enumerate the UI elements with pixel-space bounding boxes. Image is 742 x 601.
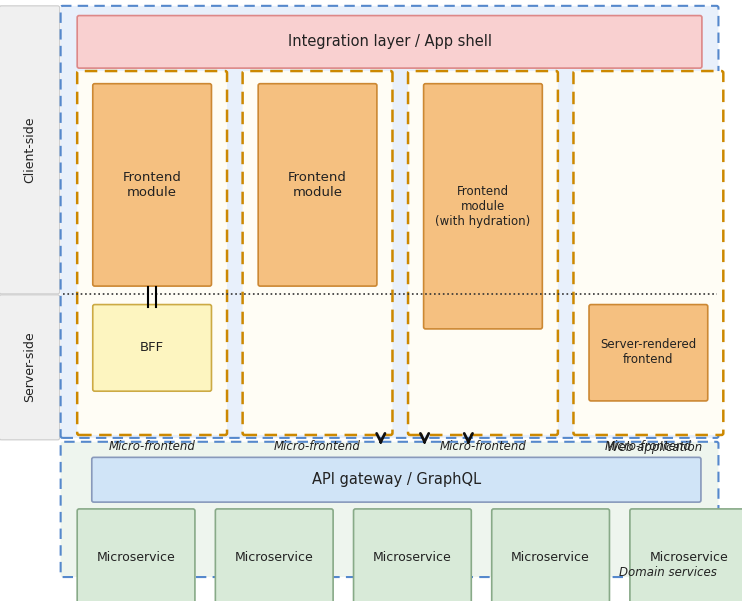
- FancyBboxPatch shape: [589, 305, 708, 401]
- FancyBboxPatch shape: [408, 71, 558, 435]
- Text: Microservice: Microservice: [373, 551, 452, 564]
- FancyBboxPatch shape: [353, 509, 471, 601]
- FancyBboxPatch shape: [92, 457, 701, 502]
- FancyBboxPatch shape: [574, 71, 723, 435]
- Text: Integration layer / App shell: Integration layer / App shell: [288, 34, 491, 49]
- Text: Microservice: Microservice: [649, 551, 728, 564]
- Text: Micro-frontend: Micro-frontend: [439, 440, 526, 453]
- FancyBboxPatch shape: [77, 509, 195, 601]
- Text: Micro-frontend: Micro-frontend: [605, 440, 692, 453]
- FancyBboxPatch shape: [77, 71, 227, 435]
- FancyBboxPatch shape: [61, 442, 718, 577]
- Text: Server-side: Server-side: [23, 332, 36, 402]
- FancyBboxPatch shape: [424, 84, 542, 329]
- Text: Microservice: Microservice: [511, 551, 590, 564]
- Text: Frontend
module
(with hydration): Frontend module (with hydration): [436, 185, 531, 228]
- FancyBboxPatch shape: [630, 509, 742, 601]
- Text: Server-rendered
frontend: Server-rendered frontend: [600, 338, 697, 366]
- Text: Microservice: Microservice: [235, 551, 314, 564]
- Text: Micro-frontend: Micro-frontend: [108, 440, 196, 453]
- Text: Domain services: Domain services: [619, 566, 717, 579]
- Text: Frontend
module: Frontend module: [122, 171, 182, 199]
- FancyBboxPatch shape: [492, 509, 609, 601]
- Text: Client-side: Client-side: [23, 117, 36, 183]
- FancyBboxPatch shape: [0, 6, 59, 294]
- Text: Micro-frontend: Micro-frontend: [274, 440, 361, 453]
- Text: API gateway / GraphQL: API gateway / GraphQL: [312, 472, 481, 487]
- FancyBboxPatch shape: [258, 84, 377, 286]
- FancyBboxPatch shape: [77, 16, 702, 68]
- FancyBboxPatch shape: [93, 84, 211, 286]
- FancyBboxPatch shape: [93, 305, 211, 391]
- Text: Microservice: Microservice: [96, 551, 175, 564]
- FancyBboxPatch shape: [0, 295, 59, 440]
- FancyBboxPatch shape: [215, 509, 333, 601]
- Text: Web application: Web application: [607, 441, 702, 454]
- Text: Frontend
module: Frontend module: [288, 171, 347, 199]
- Text: BFF: BFF: [140, 341, 164, 354]
- FancyBboxPatch shape: [61, 6, 718, 438]
- FancyBboxPatch shape: [243, 71, 393, 435]
